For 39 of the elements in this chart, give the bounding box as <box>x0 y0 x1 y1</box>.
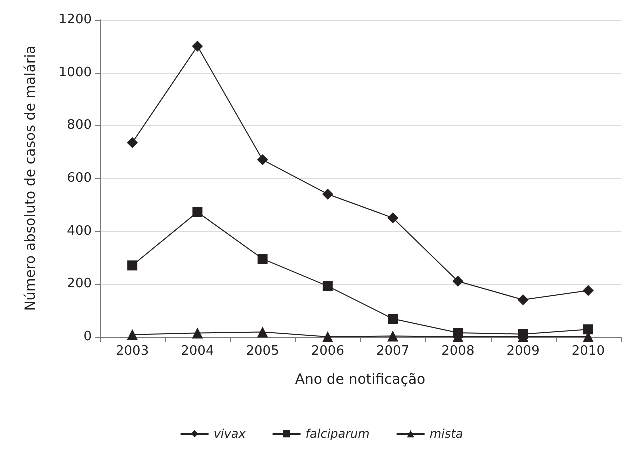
point <box>257 154 268 166</box>
point <box>583 324 594 335</box>
x-tick-label: 2010 <box>572 344 605 359</box>
point <box>192 40 204 52</box>
y-axis-title: Número absoluto de casos de malária <box>23 46 39 312</box>
x-tick-label: 2005 <box>246 344 280 359</box>
point <box>127 137 138 148</box>
point <box>388 212 399 224</box>
point <box>128 260 138 271</box>
y-tick-label: 1200 <box>58 12 92 28</box>
point <box>192 207 203 218</box>
point <box>127 329 138 340</box>
point <box>322 332 334 342</box>
legend-label: falciparum <box>306 427 370 441</box>
x-tick-label: 2009 <box>506 344 540 359</box>
point <box>322 188 334 200</box>
point <box>388 330 399 342</box>
point <box>452 276 464 288</box>
legend-label: vivax <box>214 427 247 441</box>
y-tick-label: 0 <box>84 330 92 344</box>
y-tick-label: 600 <box>67 171 92 186</box>
point <box>322 281 333 292</box>
x-tick-label: 2004 <box>181 344 214 359</box>
point <box>258 254 268 264</box>
y-tick-label: 400 <box>67 224 92 239</box>
point <box>582 285 594 296</box>
legend-label: mista <box>430 427 464 441</box>
x-tick-label: 2003 <box>116 344 150 359</box>
y-tick-label: 200 <box>67 276 92 292</box>
x-tick-label: 2008 <box>442 344 475 359</box>
x-tick-label: 2007 <box>376 344 410 359</box>
point <box>192 328 204 339</box>
y-tick-label: 1000 <box>58 65 92 80</box>
x-tick-label: 2006 <box>311 344 344 359</box>
x-axis-title: Ano de notificação <box>295 372 426 388</box>
point <box>257 326 268 338</box>
point <box>388 314 398 324</box>
point <box>518 294 529 306</box>
y-tick-label: 800 <box>67 118 92 134</box>
